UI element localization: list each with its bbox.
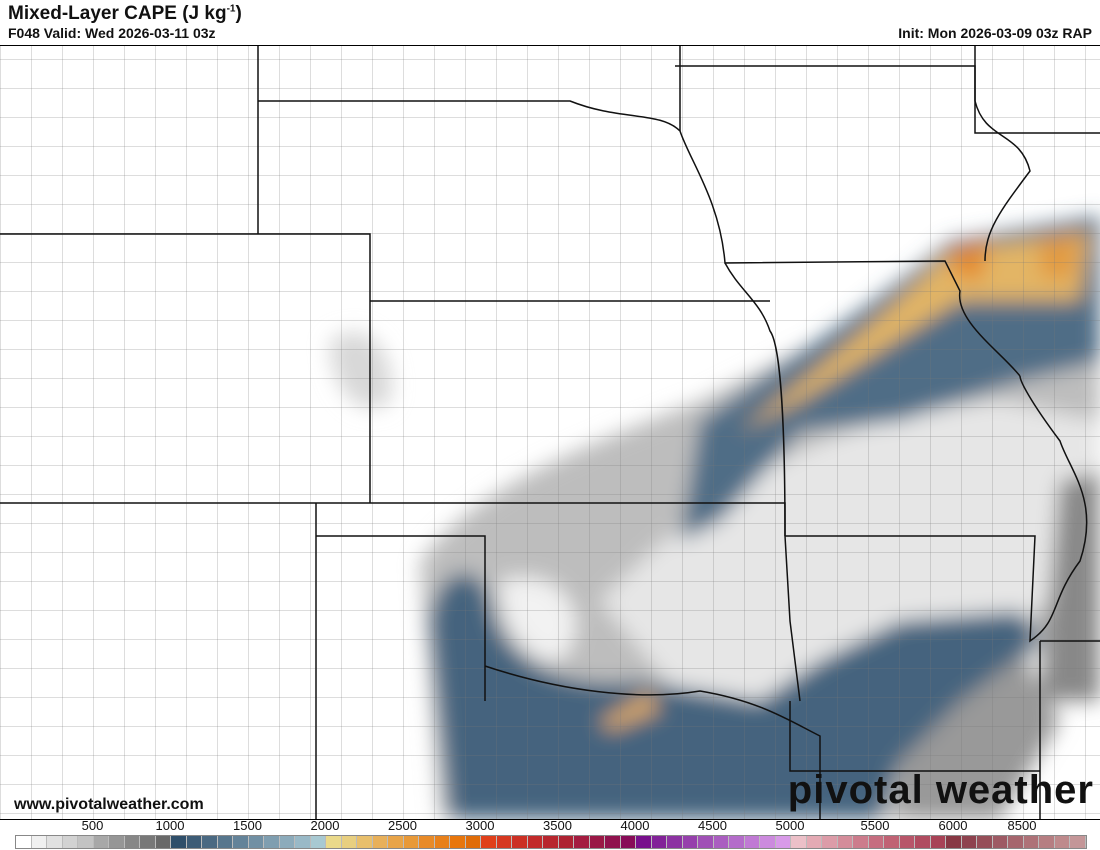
- colorbar-swatch: [310, 836, 326, 848]
- colorbar-swatch: [1054, 836, 1070, 848]
- colorbar-tick-label: 5000: [775, 818, 805, 833]
- colorbar-swatch: [202, 836, 218, 848]
- colorbar-swatch: [729, 836, 745, 848]
- colorbar-swatch: [822, 836, 838, 848]
- colorbar-swatch: [899, 836, 915, 848]
- colorbar-tick-label: 2000: [310, 818, 340, 833]
- colorbar-tick-label: 1000: [155, 818, 185, 833]
- colorbar-swatch: [574, 836, 590, 848]
- colorbar-swatch: [47, 836, 63, 848]
- colorbar-swatch: [295, 836, 311, 848]
- colorbar-swatch: [527, 836, 543, 848]
- colorbar-swatch: [326, 836, 342, 848]
- colorbar-swatch: [419, 836, 435, 848]
- colorbar-swatch: [388, 836, 404, 848]
- colorbar: [15, 835, 1087, 849]
- colorbar-swatch: [930, 836, 946, 848]
- colorbar-tick-label: 4000: [620, 818, 650, 833]
- colorbar-swatch: [806, 836, 822, 848]
- colorbar-swatch: [31, 836, 47, 848]
- colorbar-swatch: [791, 836, 807, 848]
- colorbar-swatch: [16, 836, 32, 848]
- colorbar-swatch: [496, 836, 512, 848]
- colorbar-swatch: [915, 836, 931, 848]
- colorbar-swatch: [279, 836, 295, 848]
- colorbar-tick-label: 2500: [388, 818, 417, 833]
- colorbar-swatch: [124, 836, 140, 848]
- colorbar-swatch: [946, 836, 962, 848]
- colorbar-swatch: [868, 836, 884, 848]
- cape-map: [0, 45, 1100, 820]
- colorbar-swatch: [341, 836, 357, 848]
- colorbar-swatch: [62, 836, 78, 848]
- colorbar-swatch: [140, 836, 156, 848]
- colorbar-swatch: [744, 836, 760, 848]
- colorbar-swatch: [233, 836, 249, 848]
- map-title: Mixed-Layer CAPE (J kg-1): [8, 3, 242, 24]
- colorbar-tick-label: 3500: [543, 818, 572, 833]
- colorbar-tick-label: 5500: [860, 818, 890, 833]
- colorbar-swatch: [1039, 836, 1055, 848]
- colorbar-swatch: [264, 836, 280, 848]
- colorbar-swatch: [558, 836, 574, 848]
- colorbar-swatch: [651, 836, 667, 848]
- colorbar-swatch: [248, 836, 264, 848]
- colorbar-tick-label: 3000: [465, 818, 495, 833]
- colorbar-swatch: [403, 836, 419, 848]
- colorbar-swatch: [713, 836, 729, 848]
- colorbar-swatch: [357, 836, 373, 848]
- colorbar-swatch: [155, 836, 171, 848]
- colorbar-swatch: [512, 836, 528, 848]
- colorbar-swatch: [992, 836, 1008, 848]
- colorbar-swatch: [667, 836, 683, 848]
- colorbar-swatch: [682, 836, 698, 848]
- colorbar-tick-label: 4500: [698, 818, 727, 833]
- colorbar-swatch: [837, 836, 853, 848]
- init-time: Init: Mon 2026-03-09 03z RAP: [898, 25, 1092, 41]
- county-lines: [0, 46, 1100, 819]
- colorbar-swatch: [1070, 836, 1086, 848]
- colorbar-swatch: [884, 836, 900, 848]
- colorbar-swatch: [434, 836, 450, 848]
- colorbar-swatch: [1008, 836, 1024, 848]
- colorbar-swatch: [636, 836, 652, 848]
- pivotal-weather-logo: pivotal weather: [787, 768, 1094, 812]
- colorbar-tick-label: 8500: [1007, 818, 1037, 833]
- colorbar-swatch: [620, 836, 636, 848]
- colorbar-swatch: [543, 836, 559, 848]
- colorbar-swatch: [78, 836, 94, 848]
- colorbar-swatch: [465, 836, 481, 848]
- colorbar-tick-label: 6000: [938, 818, 968, 833]
- colorbar-swatch: [109, 836, 125, 848]
- colorbar-swatch: [961, 836, 977, 848]
- website-watermark: www.pivotalweather.com: [14, 796, 204, 813]
- colorbar-swatch: [760, 836, 776, 848]
- valid-time: F048 Valid: Wed 2026-03-11 03z: [8, 25, 216, 41]
- colorbar-swatch: [775, 836, 791, 848]
- colorbar-swatch: [977, 836, 993, 848]
- colorbar-swatch: [171, 836, 187, 848]
- colorbar-swatch: [853, 836, 869, 848]
- colorbar-swatch: [450, 836, 466, 848]
- colorbar-swatch: [698, 836, 714, 848]
- colorbar-swatch: [217, 836, 233, 848]
- colorbar-swatch: [93, 836, 109, 848]
- colorbar-swatch: [186, 836, 202, 848]
- colorbar-swatch: [372, 836, 388, 848]
- colorbar-swatch: [1023, 836, 1039, 848]
- colorbar-swatch: [481, 836, 497, 848]
- colorbar-tick-label: 500: [81, 818, 104, 833]
- colorbar-swatch: [589, 836, 605, 848]
- colorbar-swatch: [605, 836, 621, 848]
- state-borders: [0, 46, 1100, 819]
- colorbar-tick-label: 1500: [233, 818, 262, 833]
